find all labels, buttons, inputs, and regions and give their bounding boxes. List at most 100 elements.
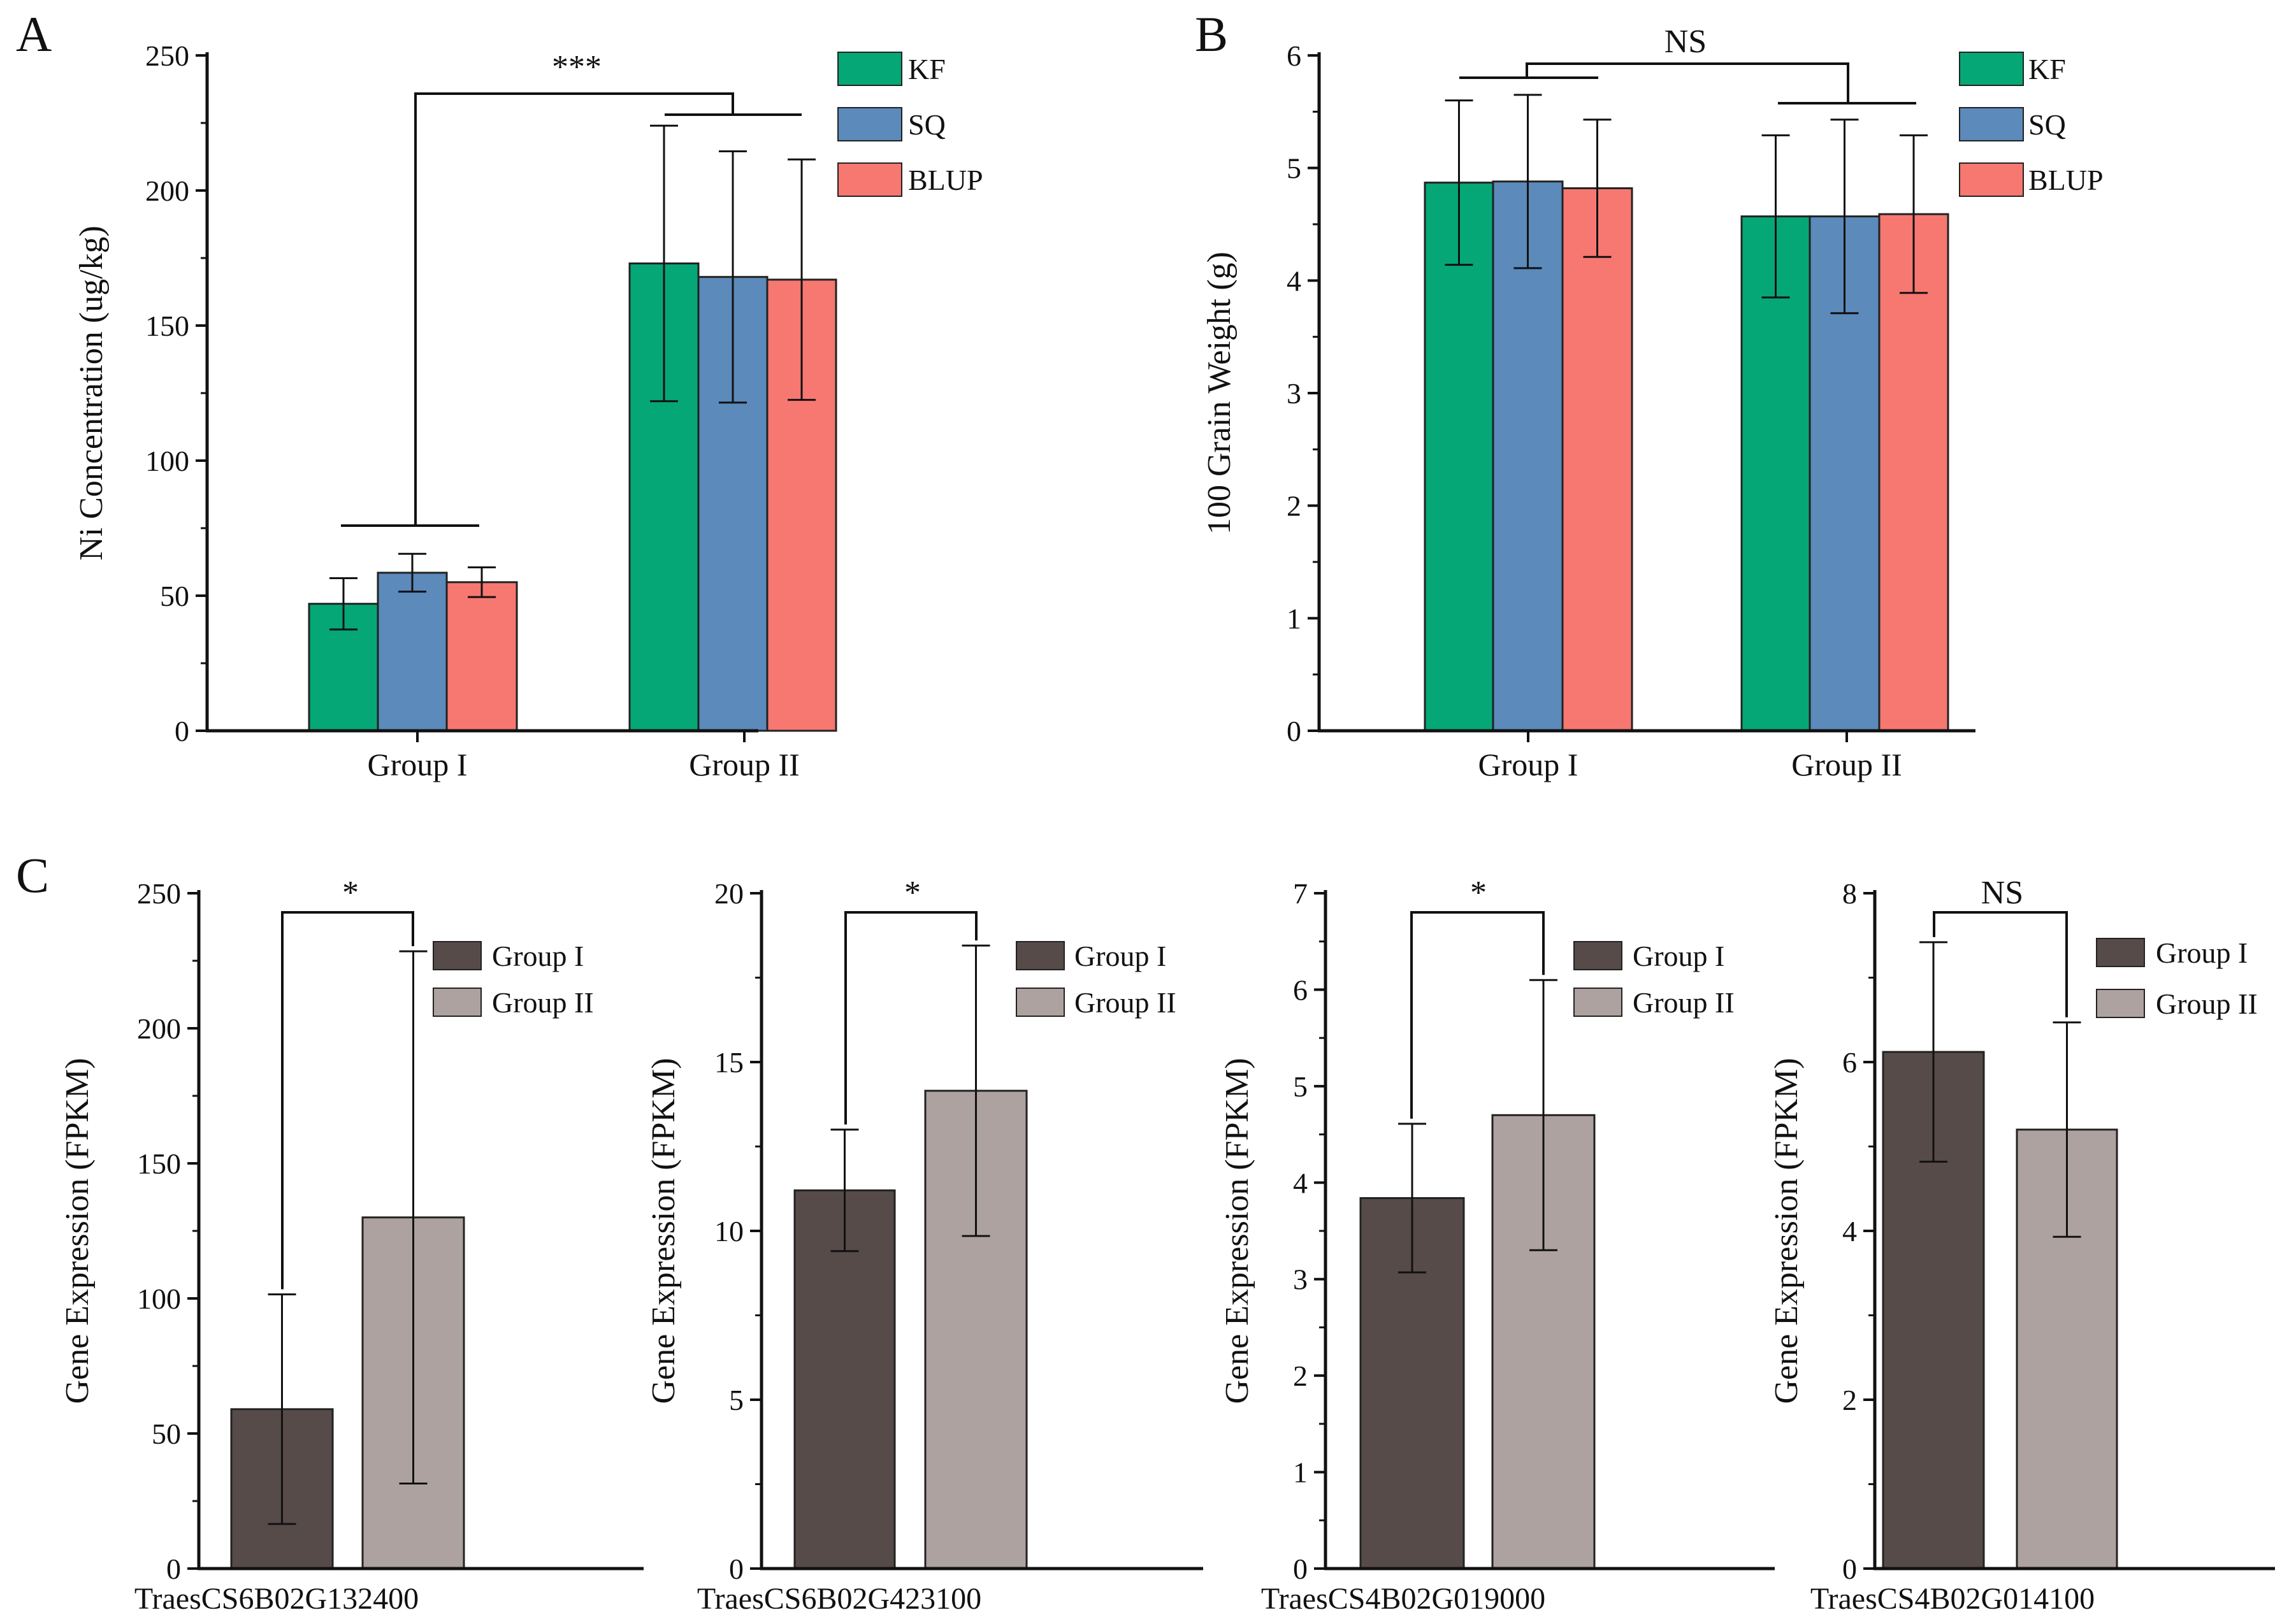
- bar-blup-group-i: [445, 581, 518, 732]
- y-tick-label: 100: [145, 445, 189, 477]
- y-tick-label: 3: [1293, 1263, 1308, 1296]
- y-tick-label: 1: [1287, 602, 1301, 635]
- legend-label-kf: KF: [2028, 53, 2066, 85]
- legend-label-group-i: Group I: [492, 940, 584, 972]
- legend-label-group-i: Group I: [2156, 937, 2248, 969]
- bar-kf-group-ii: [1740, 215, 1811, 732]
- y-tick-label: 6: [1293, 974, 1308, 1006]
- y-tick-label: 200: [145, 175, 189, 207]
- chart-panel-c-2: 0 5 10 15 20 Gene Expression (FPKM) TraesCS6B0…: [646, 875, 1203, 1616]
- legend-swatch-group-i: [2096, 938, 2145, 967]
- legend-swatch-kf: [1959, 52, 2024, 86]
- legend-label-sq: SQ: [908, 108, 946, 141]
- legend-label-kf: KF: [908, 53, 946, 85]
- y-tick-label: 250: [137, 877, 181, 910]
- significance-bracket: [281, 911, 414, 1290]
- chart-panel-c-4: 0 2 4 6 8 Gene Expression (FPKM) TraesCS4B02G0…: [1768, 875, 2275, 1616]
- x-category-label: Group II: [1791, 747, 1902, 782]
- chart-panel-b: 0 1 2 3 4 5 6 Group I Group II 100 Grain Weight (…: [1195, 6, 2104, 782]
- x-axis-label: TraesCS4B02G019000: [1261, 1582, 1545, 1616]
- y-tick-label: 250: [145, 40, 189, 72]
- y-tick-label: 0: [729, 1553, 744, 1585]
- legend-label-group-ii: Group II: [492, 986, 594, 1019]
- y-tick-label: 150: [145, 310, 189, 342]
- y-axis-label: Gene Expression (FPKM): [1219, 1058, 1255, 1404]
- y-tick-label: 100: [137, 1283, 181, 1315]
- x-axis-label: TraesCS4B02G014100: [1810, 1582, 2095, 1616]
- legend-label-group-ii: Group II: [1633, 986, 1735, 1019]
- y-tick-label: 6: [1287, 40, 1301, 72]
- significance-label: *: [342, 875, 359, 911]
- legend-swatch-kf: [837, 52, 902, 86]
- y-tick-label: 15: [714, 1046, 744, 1079]
- significance-label: NS: [1664, 24, 1707, 60]
- y-tick-label: 5: [1287, 152, 1301, 185]
- y-tick-label: 10: [714, 1215, 744, 1247]
- bar-sq-group-i: [1492, 180, 1564, 732]
- y-tick-label: 4: [1842, 1215, 1857, 1247]
- legend-label-group-i: Group I: [1074, 940, 1166, 972]
- chart-panel-c-1: 0 50 100 150 200 250 Gene Expression (FPKM) Tra…: [16, 847, 644, 1616]
- significance-label: ***: [552, 49, 602, 85]
- bar-group-i-group-i: [1359, 1197, 1465, 1570]
- chart-panel-a: 0 50 100 150 200 250 Group I Group II Ni Concent…: [16, 6, 983, 782]
- y-tick-label: 50: [160, 580, 189, 612]
- legend-label-group-ii: Group II: [1074, 986, 1176, 1019]
- y-tick-label: 0: [1287, 715, 1301, 747]
- x-category-label: Group I: [368, 747, 468, 782]
- legend-label-group-ii: Group II: [2156, 988, 2258, 1020]
- legend-label-sq: SQ: [2028, 108, 2066, 141]
- significance-bracket: [1526, 62, 1849, 103]
- y-tick-label: 4: [1293, 1167, 1308, 1199]
- panel-label: C: [16, 847, 49, 903]
- bar-blup-group-i: [1561, 187, 1633, 732]
- legend-swatch-sq: [837, 107, 902, 141]
- significance-label: NS: [1981, 875, 2023, 911]
- y-axis-label: 100 Grain Weight (g): [1201, 252, 1238, 535]
- bar-sq-group-i: [377, 571, 448, 732]
- legend-swatch-blup: [837, 162, 902, 197]
- y-axis-label: Gene Expression (FPKM): [646, 1058, 682, 1404]
- legend-swatch-blup: [1959, 162, 2024, 197]
- y-tick-label: 1: [1293, 1456, 1308, 1489]
- legend-swatch-group-ii: [1016, 988, 1065, 1017]
- legend-swatch-sq: [1959, 107, 2024, 141]
- x-axis-label: TraesCS6B02G132400: [134, 1582, 419, 1616]
- y-tick-label: 0: [1293, 1553, 1308, 1585]
- y-tick-label: 8: [1842, 877, 1857, 910]
- significance-label: *: [904, 875, 921, 911]
- significance-bracket: [1933, 911, 2068, 1017]
- x-category-label: Group II: [689, 747, 800, 782]
- y-tick-label: 5: [1293, 1070, 1308, 1103]
- y-tick-label: 150: [137, 1147, 181, 1180]
- legend-label-blup: BLUP: [2028, 164, 2104, 196]
- legend-swatch-group-ii: [433, 988, 482, 1017]
- significance-label: *: [1470, 875, 1487, 911]
- y-axis-label: Gene Expression (FPKM): [59, 1058, 96, 1404]
- panel-label: B: [1195, 6, 1228, 62]
- significance-bracket: [844, 911, 978, 1125]
- y-tick-label: 4: [1287, 264, 1301, 297]
- y-tick-label: 50: [152, 1418, 181, 1450]
- chart-panel-c-3: 0 1 2 3 4 5 6 7 Gene Expression (FPKM) TraesCS4B0…: [1219, 875, 1775, 1616]
- x-axis-label: TraesCS6B02G423100: [697, 1582, 981, 1616]
- x-category-label: Group I: [1478, 747, 1578, 782]
- y-tick-label: 2: [1293, 1360, 1308, 1392]
- bar-blup-group-ii: [1878, 213, 1949, 732]
- y-tick-label: 200: [137, 1012, 181, 1045]
- legend-swatch-group-i: [1016, 941, 1065, 970]
- y-tick-label: 0: [1842, 1553, 1857, 1585]
- legend-swatch-group-i: [433, 941, 482, 970]
- panel-label: A: [16, 6, 52, 62]
- legend-label-blup: BLUP: [908, 164, 983, 196]
- y-tick-label: 7: [1293, 877, 1308, 910]
- legend-swatch-group-ii: [1573, 988, 1622, 1017]
- y-tick-label: 0: [166, 1553, 181, 1585]
- y-tick-label: 2: [1287, 490, 1301, 522]
- significance-bracket: [414, 92, 734, 526]
- y-axis-label: Gene Expression (FPKM): [1768, 1058, 1805, 1404]
- significance-bracket: [1410, 911, 1545, 1119]
- legend-swatch-group-i: [1573, 941, 1622, 970]
- y-tick-label: 20: [714, 877, 744, 910]
